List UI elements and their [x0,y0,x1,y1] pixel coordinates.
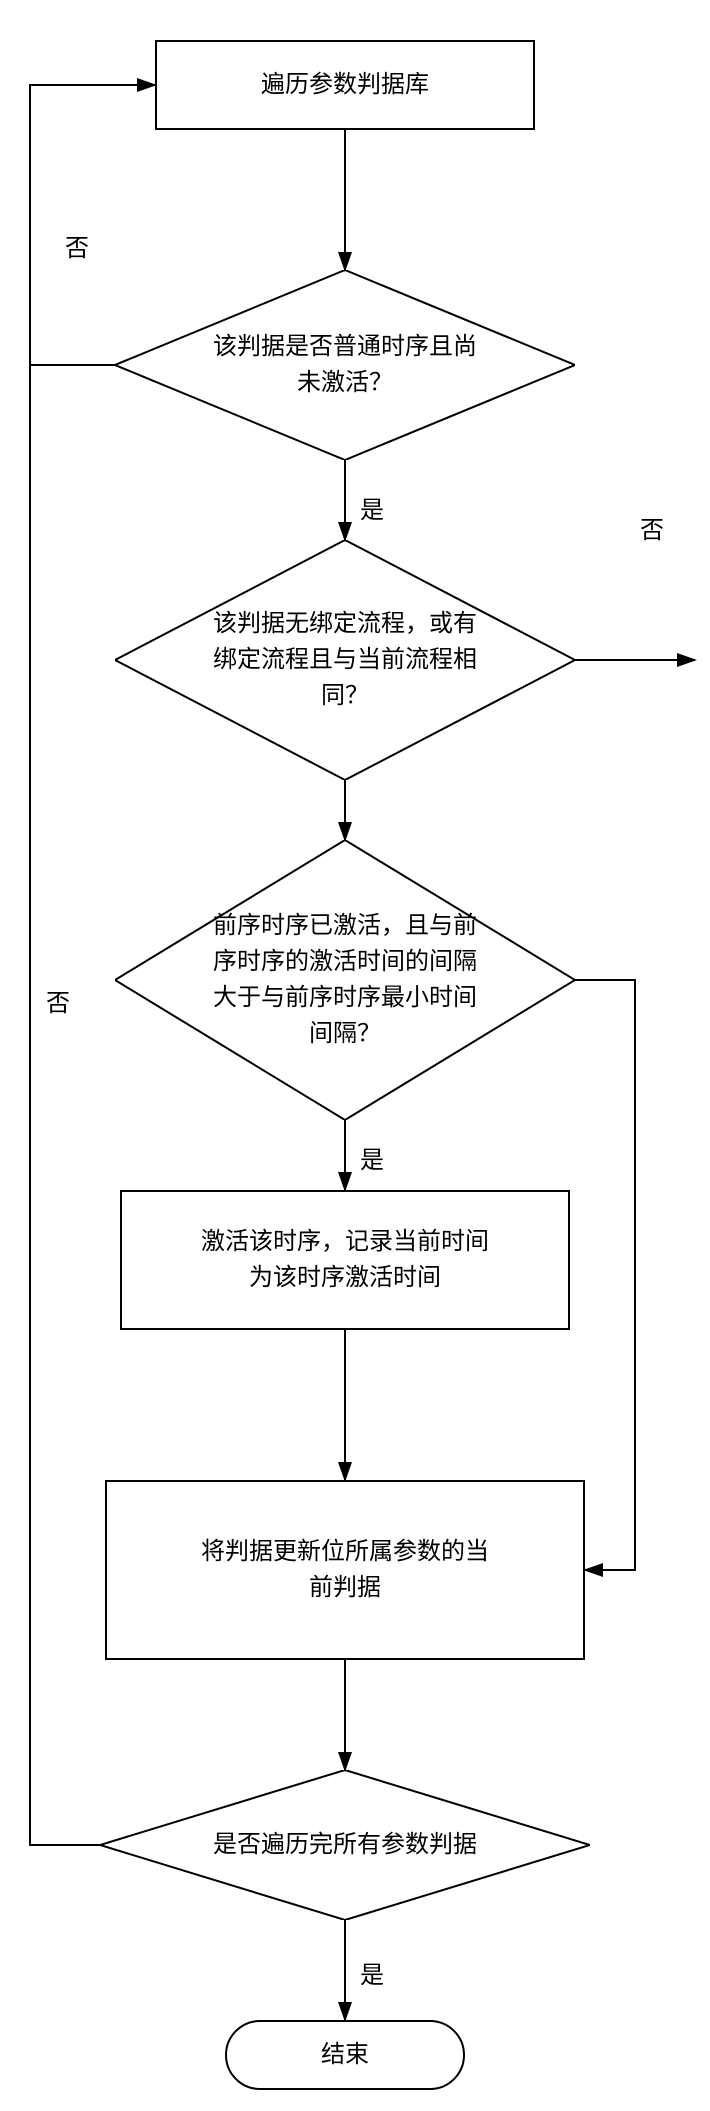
label-text: 否 [65,235,89,262]
node-text: 激活该时序，记录当前时间 为该时序激活时间 [201,1224,489,1296]
edge-label-no-2: 否 [638,510,666,545]
edge-label-no-3: 否 [44,983,72,1018]
label-text: 否 [46,990,70,1017]
label-text: 否 [640,517,664,544]
process-node-1: 遍历参数判据库 [155,40,535,130]
node-text: 将判据更新位所属参数的当 前判据 [201,1534,489,1606]
label-text: 是 [360,497,384,524]
node-text: 该判据无绑定流程，或有 绑定流程且与当前流程相 同？ [213,606,477,714]
decision-node-2: 该判据无绑定流程，或有 绑定流程且与当前流程相 同？ [115,540,575,780]
node-text: 是否遍历完所有参数判据 [213,1827,477,1863]
node-text: 结束 [321,2037,369,2073]
decision-node-1: 该判据是否普通时序且尚 未激活？ [115,270,575,460]
label-text: 是 [360,1147,384,1174]
decision-node-4: 是否遍历完所有参数判据 [100,1770,590,1920]
node-text: 遍历参数判据库 [261,67,429,103]
process-node-2: 激活该时序，记录当前时间 为该时序激活时间 [120,1190,570,1330]
node-text: 前序时序已激活，且与前 序时序的激活时间的间隔 大于与前序时序最小时间 间隔？ [213,908,477,1052]
label-text: 是 [360,1962,384,1989]
node-text: 该判据是否普通时序且尚 未激活？ [213,329,477,401]
process-node-3: 将判据更新位所属参数的当 前判据 [105,1480,585,1660]
decision-node-3: 前序时序已激活，且与前 序时序的激活时间的间隔 大于与前序时序最小时间 间隔？ [115,840,575,1120]
edge-label-no-1: 否 [63,228,91,263]
edge-label-yes-2: 是 [358,1140,386,1175]
edge-label-yes-3: 是 [358,1955,386,1990]
edge-label-yes-1: 是 [358,490,386,525]
terminator-node: 结束 [225,2020,465,2090]
